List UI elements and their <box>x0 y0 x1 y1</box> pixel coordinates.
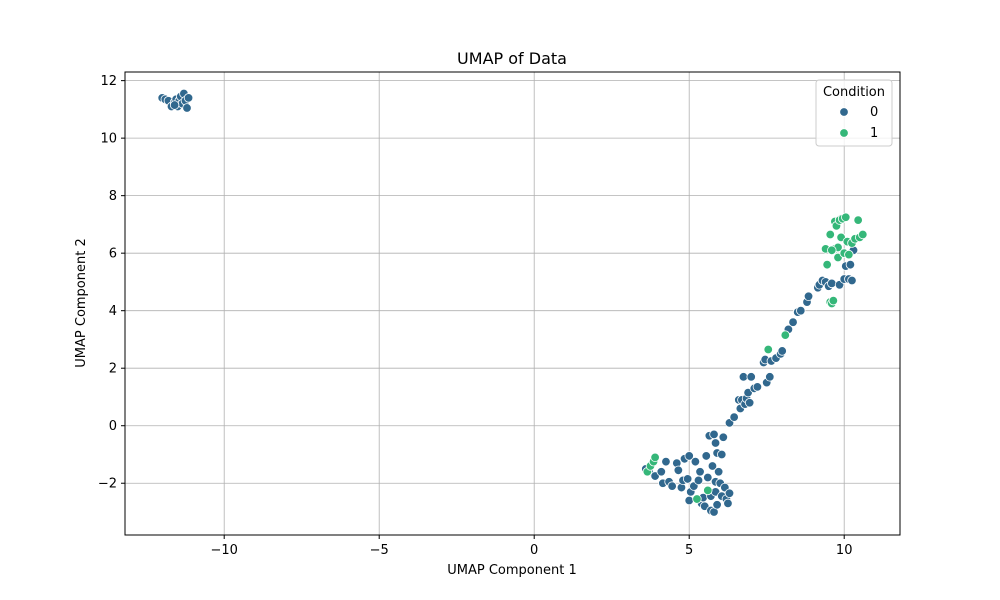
y-tick-label: 10 <box>100 132 117 147</box>
data-point-condition-0 <box>703 472 713 483</box>
data-point-condition-1 <box>844 249 854 260</box>
data-point-condition-0 <box>667 481 677 491</box>
y-axis-label: UMAP Component 2 <box>74 238 89 367</box>
x-tick-label: 5 <box>685 543 693 558</box>
plot-background <box>125 72 900 535</box>
legend-marker-0 <box>839 107 849 117</box>
grid-layer <box>125 72 900 535</box>
data-point-condition-0 <box>723 498 733 509</box>
data-point-condition-1 <box>825 229 835 240</box>
y-tick-label: 4 <box>109 304 117 319</box>
data-point-condition-1 <box>853 215 863 225</box>
legend-box <box>815 79 893 147</box>
data-point-condition-0 <box>707 461 718 471</box>
data-point-condition-1 <box>763 344 773 355</box>
data-point-condition-0 <box>656 467 667 477</box>
data-point-condition-0 <box>752 382 763 392</box>
points-layer <box>157 88 868 517</box>
data-point-condition-0 <box>765 372 775 382</box>
legend: Condition 0 1 <box>815 79 893 147</box>
data-point-condition-1 <box>828 295 839 306</box>
data-point-condition-0 <box>827 278 837 289</box>
data-point-condition-0 <box>777 346 787 356</box>
data-point-condition-0 <box>183 93 194 103</box>
data-point-condition-0 <box>788 317 798 327</box>
data-point-condition-0 <box>182 103 192 113</box>
data-point-condition-0 <box>713 467 724 477</box>
x-tick-label: 10 <box>836 543 853 558</box>
legend-label-0: 0 <box>870 105 878 120</box>
data-point-condition-0 <box>724 488 735 499</box>
data-point-condition-1 <box>827 245 837 255</box>
y-tick-label: 2 <box>109 362 117 377</box>
data-point-condition-1 <box>780 330 791 340</box>
y-tick-label: −2 <box>98 477 117 492</box>
data-point-condition-0 <box>738 372 749 382</box>
data-point-condition-1 <box>703 485 713 496</box>
y-tick-label: 6 <box>109 247 117 262</box>
x-tick-label: 0 <box>530 543 538 558</box>
data-point-condition-1 <box>858 229 868 240</box>
chart-title: UMAP of Data <box>457 49 567 68</box>
data-point-condition-1 <box>841 212 851 222</box>
data-point-condition-0 <box>701 451 711 461</box>
data-point-condition-0 <box>796 305 806 316</box>
data-point-condition-0 <box>729 412 739 422</box>
y-tick-label: 12 <box>100 74 117 89</box>
y-tick-label: 0 <box>109 419 117 434</box>
data-point-condition-1 <box>692 494 702 504</box>
y-tick-label: 8 <box>109 189 117 204</box>
data-point-condition-0 <box>712 500 722 510</box>
data-point-condition-0 <box>744 398 755 408</box>
ticks-layer: −10 −5 0 5 10 −2 0 2 4 6 8 10 12 <box>98 74 853 558</box>
data-point-condition-1 <box>822 259 832 270</box>
data-point-condition-0 <box>684 451 694 461</box>
data-point-condition-0 <box>847 275 857 286</box>
data-point-condition-0 <box>673 465 684 475</box>
data-point-condition-0 <box>661 456 671 467</box>
legend-label-1: 1 <box>870 126 878 141</box>
data-point-condition-0 <box>717 449 727 460</box>
data-point-condition-0 <box>684 495 694 506</box>
x-axis-label: UMAP Component 1 <box>447 563 576 578</box>
data-point-condition-0 <box>710 438 721 448</box>
x-tick-label: −5 <box>370 543 389 558</box>
data-point-condition-1 <box>650 452 660 463</box>
plot-frame <box>124 71 901 536</box>
legend-title: Condition <box>823 85 885 100</box>
data-point-condition-0 <box>682 474 693 484</box>
data-point-condition-0 <box>169 100 180 110</box>
data-point-condition-0 <box>690 456 701 467</box>
data-point-condition-0 <box>718 432 729 442</box>
data-point-condition-0 <box>695 467 705 477</box>
data-point-condition-0 <box>709 429 719 440</box>
data-point-condition-0 <box>803 291 814 302</box>
legend-marker-1 <box>839 128 849 138</box>
data-point-condition-0 <box>693 475 704 486</box>
x-tick-label: −10 <box>210 543 237 558</box>
data-point-condition-0 <box>845 259 856 270</box>
data-point-condition-0 <box>746 372 756 382</box>
